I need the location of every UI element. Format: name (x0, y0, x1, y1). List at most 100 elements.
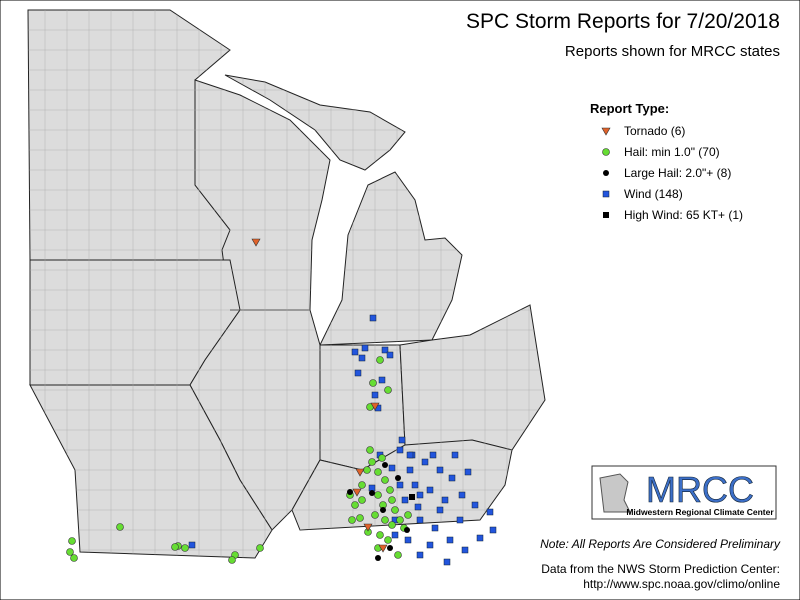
large-hail-marker (347, 489, 353, 495)
source-url: http://www.spc.noaa.gov/climo/online (583, 577, 780, 591)
large-hail-marker (375, 555, 381, 561)
hail-marker (388, 521, 396, 529)
legend-label: High Wind: 65 KT+ (1) (624, 208, 743, 222)
tornado-marker (251, 238, 261, 247)
wind-marker (426, 541, 434, 549)
hail-marker (374, 491, 382, 499)
wind-marker (361, 344, 369, 352)
title: SPC Storm Reports for 7/20/2018 (466, 10, 780, 33)
logo-full-name: Midwestern Regional Climate Center (626, 507, 774, 517)
hail-marker (384, 386, 392, 394)
hail-marker (384, 536, 392, 544)
hail-marker (181, 544, 189, 552)
high-wind-marker (603, 212, 609, 218)
wind-marker (358, 354, 366, 362)
large-hail-marker (395, 475, 401, 481)
wind-marker (391, 531, 399, 539)
hail-marker (391, 506, 399, 514)
hail-marker (386, 486, 394, 494)
note: Note: All Reports Are Considered Prelimi… (540, 537, 781, 551)
state-indiana (319, 344, 406, 471)
hail-marker (376, 356, 384, 364)
wind-marker (421, 458, 429, 466)
wind-marker (416, 551, 424, 559)
tornado-marker (370, 402, 380, 411)
hail-marker (171, 543, 179, 551)
hail-marker (66, 548, 74, 556)
hail-marker (351, 501, 359, 509)
hail-marker (381, 516, 389, 524)
wind-marker (369, 314, 377, 322)
wind-marker (381, 346, 389, 354)
large-hail-marker (380, 507, 386, 513)
wind-marker (188, 541, 196, 549)
state-wisconsin (194, 79, 331, 311)
logo: MRCC Midwestern Regional Climate Center (591, 465, 777, 520)
logo-icon (599, 473, 631, 513)
hail-marker (366, 446, 374, 454)
legend-label: Tornado (6) (624, 124, 685, 138)
hail-marker (396, 516, 404, 524)
wind-marker (371, 391, 379, 399)
wind-marker (411, 481, 419, 489)
large-hail-marker (404, 527, 410, 533)
legend-label: Wind (148) (624, 187, 683, 201)
legend-label: Hail: min 1.0" (70) (624, 145, 720, 159)
state-michigan-lower (319, 171, 463, 346)
wind-marker (489, 526, 497, 534)
hail-marker (388, 496, 396, 504)
wind-marker (436, 466, 444, 474)
legend-title: Report Type: (590, 101, 669, 116)
high-wind-marker (409, 494, 415, 500)
wind-marker (406, 451, 414, 459)
hail-marker (381, 476, 389, 484)
large-hail-marker (387, 545, 393, 551)
hail-marker (70, 554, 78, 562)
wind-marker (378, 376, 386, 384)
hail-marker (368, 458, 376, 466)
wind-marker (398, 436, 406, 444)
hail-marker (68, 537, 76, 545)
wind-marker (406, 466, 414, 474)
hail-marker (348, 516, 356, 524)
tornado-marker (355, 468, 365, 477)
wind-marker (396, 481, 404, 489)
wind-marker (431, 524, 439, 532)
wind-marker (461, 546, 469, 554)
wind-marker (416, 491, 424, 499)
hail-marker (256, 544, 264, 552)
hail-marker (602, 148, 610, 156)
states (27, 9, 546, 559)
subtitle: Reports shown for MRCC states (565, 43, 780, 60)
wind-marker (436, 506, 444, 514)
wind-marker (602, 190, 610, 198)
tornado-marker (352, 488, 362, 497)
wind-marker (429, 451, 437, 459)
logo-name: MRCC (646, 469, 754, 510)
legend-label: Large Hail: 2.0"+ (8) (624, 166, 731, 180)
source: Data from the NWS Storm Prediction Cente… (541, 562, 780, 576)
hail-marker (228, 556, 236, 564)
legend: Tornado (6) Hail: min 1.0" (70) Large Hail… (601, 124, 743, 222)
wind-marker (476, 534, 484, 542)
wind-marker (443, 558, 451, 566)
wind-marker (396, 446, 404, 454)
tornado-marker (601, 127, 611, 136)
wind-marker (451, 451, 459, 459)
wind-marker (486, 508, 494, 516)
wind-marker (448, 474, 456, 482)
hail-marker (356, 514, 364, 522)
wind-marker (414, 503, 422, 511)
hail-marker (116, 523, 124, 531)
wind-marker (351, 348, 359, 356)
wind-marker (354, 369, 362, 377)
hail-marker (363, 466, 371, 474)
tornado-marker (378, 544, 388, 553)
hail-marker (378, 454, 386, 462)
wind-marker (404, 536, 412, 544)
storm-reports (66, 238, 497, 566)
wind-marker (401, 496, 409, 504)
tornado-marker (363, 523, 373, 532)
hail-marker (374, 468, 382, 476)
